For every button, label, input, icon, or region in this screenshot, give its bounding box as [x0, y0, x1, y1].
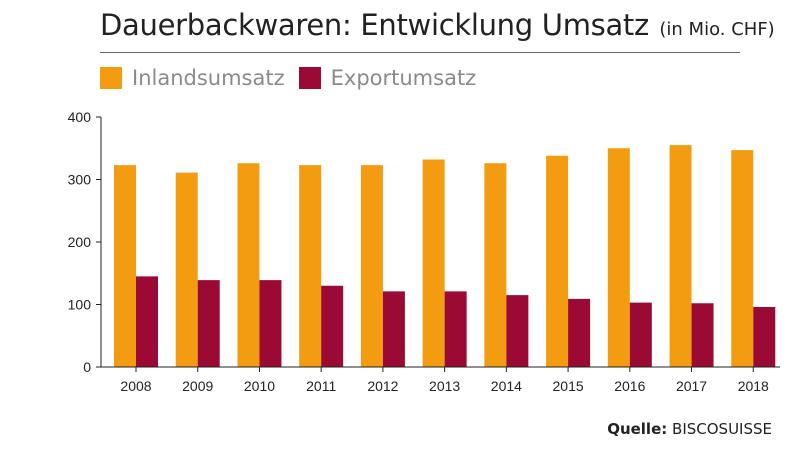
legend: Inlandsumsatz Exportumsatz	[100, 66, 476, 90]
y-tick-label: 0	[83, 359, 91, 375]
x-tick-label: 2009	[182, 378, 213, 394]
bar-export	[259, 280, 282, 367]
chart-unit: (in Mio. CHF)	[659, 19, 775, 40]
legend-swatch-export	[298, 67, 321, 89]
bar-inland	[175, 172, 198, 367]
x-tick-label: 2018	[738, 378, 769, 394]
bar-export	[568, 298, 591, 367]
y-tick-label: 400	[68, 109, 92, 125]
bar-export	[136, 276, 158, 367]
chart-title-block: Dauerbackwaren: Entwicklung Umsatz (in M…	[100, 8, 775, 42]
bar-inland	[731, 150, 754, 367]
chart-title: Dauerbackwaren: Entwicklung Umsatz	[100, 8, 649, 42]
bar-inland	[669, 145, 692, 367]
bar-inland	[114, 165, 136, 367]
bar-inland	[484, 163, 507, 367]
x-tick-label: 2011	[306, 378, 336, 394]
legend-label-inland: Inlandsumsatz	[132, 66, 285, 90]
bar-export	[691, 303, 714, 367]
x-tick-label: 2010	[244, 378, 275, 394]
bar-inland	[422, 159, 445, 367]
bar-inland	[546, 155, 569, 367]
title-divider	[100, 52, 740, 53]
legend-swatch-inland	[100, 67, 122, 89]
bar-export	[506, 295, 529, 367]
bar-inland	[360, 165, 383, 367]
x-tick-label: 2012	[367, 378, 398, 394]
x-tick-label: 2013	[429, 378, 460, 394]
legend-label-export: Exportumsatz	[330, 66, 477, 90]
legend-item-inland: Inlandsumsatz	[100, 66, 285, 90]
bar-export	[444, 291, 467, 367]
y-tick-label: 200	[68, 234, 92, 250]
legend-item-export: Exportumsatz	[298, 66, 477, 90]
bar-inland	[299, 165, 322, 367]
y-tick-label: 100	[68, 297, 92, 313]
bar-inland	[237, 163, 260, 367]
bar-export	[629, 302, 652, 367]
bar-inland	[607, 148, 630, 367]
bar-export	[197, 280, 220, 367]
bar-export	[321, 285, 344, 367]
source-key: Quelle:	[607, 420, 668, 438]
x-tick-label: 2015	[553, 378, 584, 394]
y-tick-label: 300	[68, 172, 92, 188]
source-value: BISCOSUISSE	[672, 420, 772, 438]
x-tick-label: 2017	[676, 378, 707, 394]
x-tick-label: 2016	[614, 378, 645, 394]
source-note: Quelle: BISCOSUISSE	[607, 420, 772, 438]
bar-export	[753, 307, 776, 367]
x-tick-label: 2008	[120, 378, 151, 394]
bar-export	[382, 291, 405, 367]
x-tick-label: 2014	[491, 378, 522, 394]
